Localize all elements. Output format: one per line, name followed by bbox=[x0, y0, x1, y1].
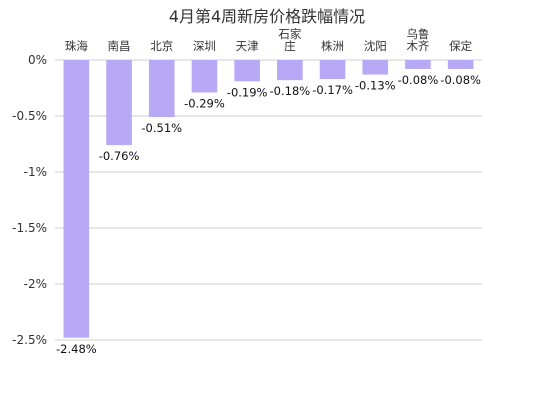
data-label: -0.08% bbox=[440, 73, 481, 87]
category-label: 木齐 bbox=[406, 39, 429, 53]
data-label: -0.76% bbox=[99, 149, 140, 163]
y-tick-label: -2% bbox=[24, 277, 47, 291]
bar bbox=[405, 60, 431, 69]
category-label: 乌鲁 bbox=[406, 27, 429, 41]
category-label: 珠海 bbox=[65, 39, 88, 53]
y-tick-label: -1% bbox=[24, 165, 47, 179]
category-label: 沈阳 bbox=[364, 39, 387, 53]
data-label: -2.48% bbox=[56, 342, 97, 356]
category-label: 北京 bbox=[150, 39, 173, 53]
data-label: -0.08% bbox=[398, 73, 439, 87]
bar bbox=[234, 60, 260, 82]
y-tick-label: -0.5% bbox=[12, 109, 47, 123]
bar bbox=[277, 60, 303, 81]
category-label: 株洲 bbox=[321, 39, 344, 53]
category-label: 天津 bbox=[236, 39, 259, 53]
bar bbox=[447, 60, 474, 69]
data-label: -0.19% bbox=[227, 85, 268, 99]
y-axis: 0% -0.5% -1% -1.5% -2% -2.5% bbox=[12, 53, 47, 347]
y-tick-label: -1.5% bbox=[12, 221, 47, 235]
y-tick-label: -2.5% bbox=[12, 333, 47, 347]
category-label: 石家 bbox=[278, 27, 301, 41]
category-label: 庄 bbox=[284, 39, 296, 53]
bar bbox=[362, 60, 389, 75]
bar bbox=[319, 60, 346, 80]
data-labels: -2.48%-0.76%-0.51%-0.29%-0.19% -0.18% -0.1… bbox=[56, 73, 481, 356]
data-label: -0.18% bbox=[270, 84, 311, 98]
category-label: 南昌 bbox=[108, 39, 131, 53]
bar bbox=[148, 60, 175, 118]
category-label: 深圳 bbox=[193, 39, 216, 53]
bar bbox=[63, 60, 90, 338]
data-label: -0.17% bbox=[312, 83, 353, 97]
bar bbox=[191, 60, 218, 93]
chart-title: 4月第4周新房价格跌幅情况 bbox=[169, 7, 365, 26]
bar-series bbox=[63, 60, 474, 338]
bar bbox=[106, 60, 132, 146]
data-label: -0.13% bbox=[355, 79, 396, 93]
category-label: 保定 bbox=[449, 39, 472, 53]
data-label: -0.51% bbox=[141, 121, 182, 135]
data-label: -0.29% bbox=[184, 96, 225, 110]
y-tick-label: 0% bbox=[28, 53, 47, 67]
